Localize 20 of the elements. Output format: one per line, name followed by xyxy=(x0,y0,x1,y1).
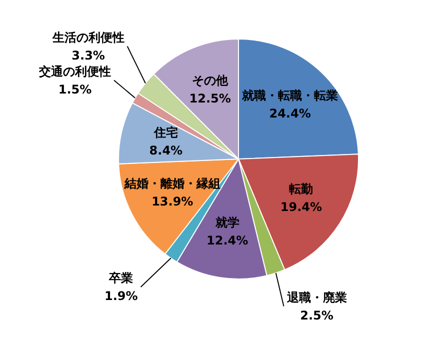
data-label: 1.5% xyxy=(58,82,92,96)
data-label: 12.4% xyxy=(206,234,248,248)
data-label: 12.5% xyxy=(189,91,231,106)
data-label: 3.3% xyxy=(72,48,105,62)
slice-label: 卒業 xyxy=(108,271,134,286)
slice-label: 生活の利便性 xyxy=(51,30,124,44)
slice-label: 転勤 xyxy=(289,182,314,196)
slice-label: 就学 xyxy=(214,216,240,230)
data-label: 24.4% xyxy=(269,106,311,120)
slice-label: 退職・廃業 xyxy=(286,290,347,304)
slice-label: 結婚・離婚・縁組 xyxy=(123,176,220,190)
data-label: 1.9% xyxy=(104,289,138,304)
slice-label: 就職・転職・転業 xyxy=(241,88,338,102)
slice-label: 住宅 xyxy=(152,126,178,140)
data-label: 13.9% xyxy=(152,194,194,208)
data-label: 19.4% xyxy=(280,200,322,214)
data-label: 2.5% xyxy=(300,308,334,322)
slice-label: その他 xyxy=(192,73,230,88)
data-label: 8.4% xyxy=(149,144,183,158)
slice-label: 交通の利便性 xyxy=(38,64,111,78)
